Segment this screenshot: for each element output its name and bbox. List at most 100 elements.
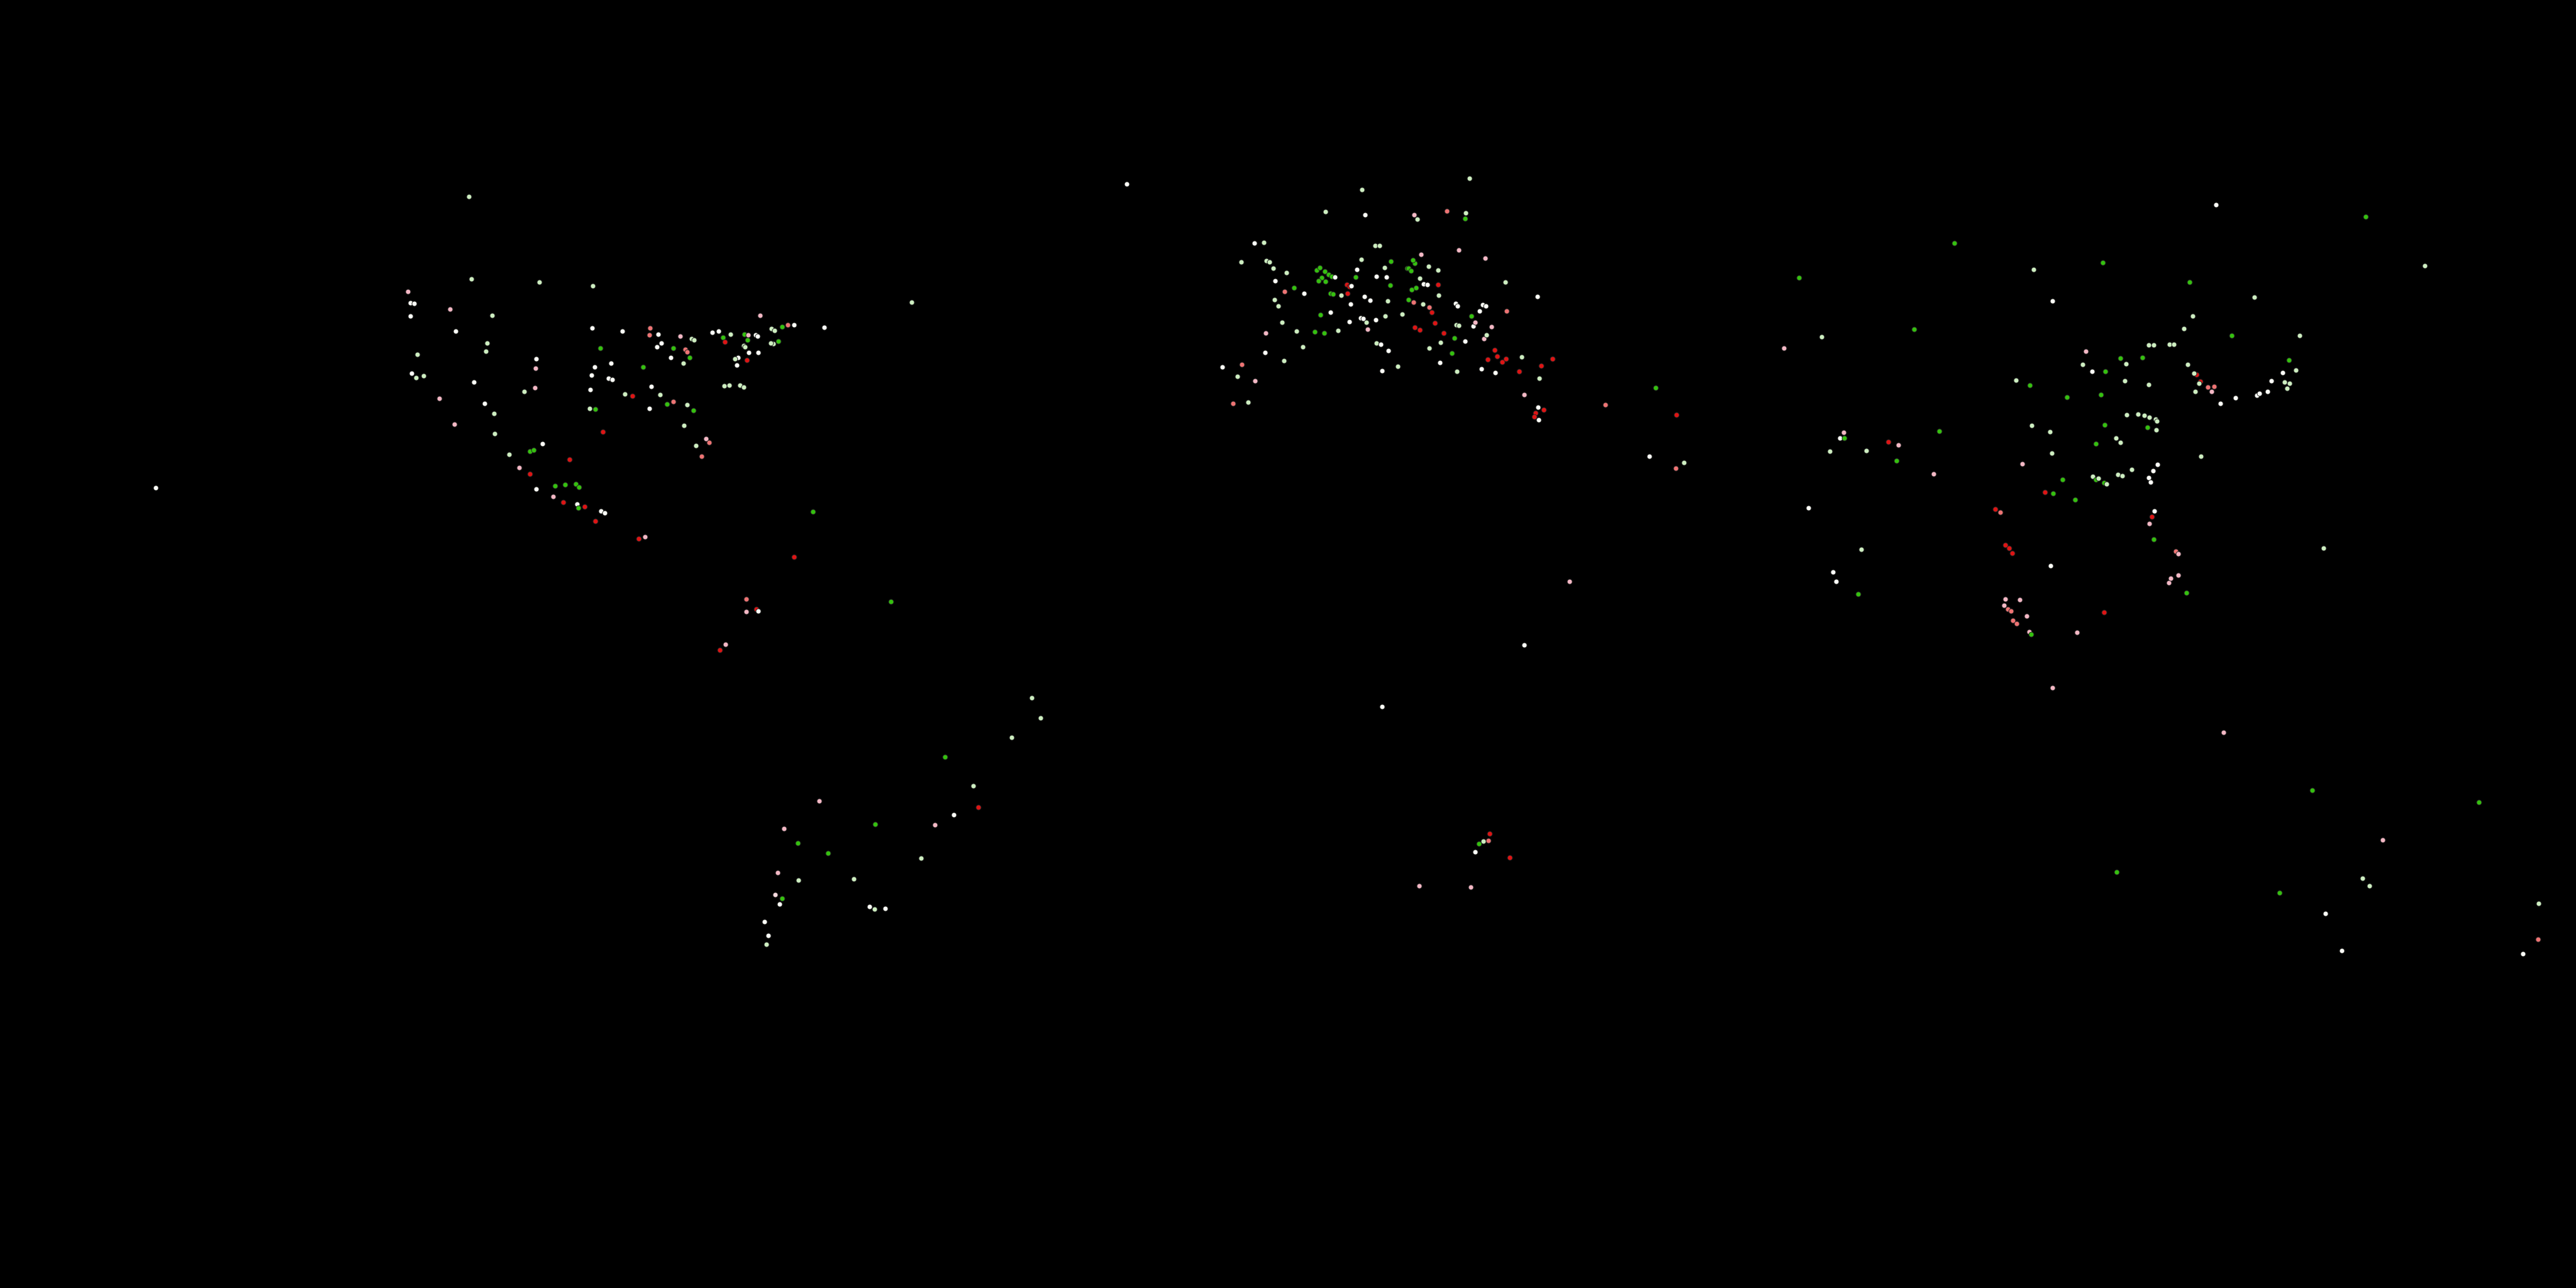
city-status-dot: [1507, 855, 1513, 861]
city-status-dot: [1009, 735, 1015, 741]
city-status-dot: [540, 441, 546, 447]
city-status-dot: [763, 941, 770, 948]
city-status-dot: [2151, 536, 2157, 543]
city-status-dot: [1322, 269, 1328, 275]
city-status-dot: [755, 608, 762, 614]
city-status-dot: [796, 877, 802, 884]
city-status-dot: [2050, 491, 2057, 497]
city-status-dot: [2013, 377, 2019, 384]
city-status-dot: [1029, 695, 1035, 701]
city-status-dot: [1516, 369, 1523, 375]
city-status-dot: [1536, 417, 1542, 423]
city-status-dot: [1124, 181, 1130, 187]
city-status-dot: [1424, 282, 1431, 288]
city-status-dot: [1911, 326, 1918, 333]
city-status-dot: [942, 754, 948, 760]
city-status-dot: [1492, 347, 1498, 353]
city-status-dot: [1316, 278, 1322, 284]
city-status-dot: [600, 429, 606, 435]
city-status-dot: [1323, 279, 1329, 285]
city-status-dot: [1378, 341, 1384, 348]
city-status-dot: [1374, 274, 1380, 280]
city-status-dot: [2251, 294, 2258, 301]
city-status-dot: [1262, 350, 1269, 356]
city-status-dot: [1806, 505, 1812, 511]
city-status-dot: [1321, 330, 1328, 336]
city-status-dot: [405, 289, 411, 295]
city-status-dot: [2010, 618, 2016, 624]
city-status-dot: [1235, 374, 1241, 380]
city-status-dot: [762, 919, 768, 925]
city-status-dot: [1468, 884, 1474, 891]
city-status-dot: [1502, 279, 1509, 286]
city-status-dot: [1284, 270, 1290, 276]
city-status-dot: [765, 933, 772, 939]
city-status-dot: [2123, 361, 2129, 367]
city-status-dot: [1417, 327, 1423, 333]
city-status-dot: [2213, 202, 2219, 208]
city-status-dot: [2257, 391, 2263, 397]
city-status-dot: [2050, 685, 2056, 691]
city-status-dot: [516, 465, 523, 471]
city-status-dot: [2080, 362, 2086, 368]
city-status-dot: [2019, 461, 2026, 467]
city-status-dot: [781, 826, 787, 832]
city-status-dot: [1384, 274, 1390, 280]
city-status-dot: [531, 447, 537, 453]
city-status-dot: [1531, 414, 1538, 420]
city-status-dot: [716, 328, 722, 335]
city-status-dot: [658, 340, 665, 347]
city-status-dot: [2072, 497, 2079, 503]
city-status-dot: [684, 402, 691, 408]
city-status-dot: [1414, 216, 1421, 223]
city-status-dot: [2148, 479, 2154, 486]
city-status-dot: [2145, 425, 2151, 431]
city-status-dot: [1441, 330, 1447, 336]
city-status-dot: [677, 333, 684, 340]
city-status-dot: [608, 360, 614, 367]
city-status-dot: [1567, 579, 1573, 585]
city-status-dot: [1279, 319, 1285, 326]
city-status-dot: [421, 373, 427, 379]
city-status-dot: [2280, 370, 2286, 376]
city-status-dot: [2284, 386, 2290, 392]
city-status-dot: [2198, 453, 2204, 460]
city-status-dot: [2008, 608, 2014, 614]
city-status-dot: [2098, 392, 2104, 398]
city-status-dot: [1358, 257, 1365, 263]
city-status-dot: [647, 406, 653, 412]
city-status-dot: [592, 406, 599, 413]
city-status-dot: [1281, 358, 1287, 364]
city-status-dot: [2074, 630, 2080, 636]
city-status-dot: [2175, 572, 2182, 579]
city-status-dot: [970, 783, 977, 789]
city-status-dot: [1841, 430, 1847, 436]
city-status-dot: [589, 372, 595, 379]
city-status-dot: [2017, 597, 2023, 603]
city-status-dot: [469, 276, 475, 282]
city-status-dot: [619, 328, 626, 335]
city-status-dot: [2149, 514, 2155, 520]
city-status-dot: [1997, 509, 2004, 516]
city-status-dot: [466, 194, 472, 200]
city-status-dot: [640, 364, 647, 370]
city-status-dot: [699, 453, 705, 460]
city-status-dot: [742, 344, 748, 350]
city-status-dot: [408, 313, 414, 319]
city-status-dot: [2233, 395, 2239, 401]
city-status-dot: [655, 331, 662, 338]
city-status-dot: [779, 324, 786, 330]
city-status-dot: [1294, 328, 1300, 335]
city-status-dot: [1462, 216, 1468, 222]
city-status-dot: [1472, 849, 1479, 855]
city-status-dot: [1489, 324, 1495, 330]
city-status-dot: [1674, 412, 1680, 418]
city-status-dot: [1359, 187, 1365, 193]
city-status-dot: [452, 421, 458, 428]
city-status-dot: [1263, 330, 1269, 336]
city-status-dot: [717, 647, 723, 653]
city-status-dot: [1282, 289, 1288, 295]
city-status-dot: [2064, 394, 2070, 401]
city-status-dot: [851, 876, 857, 882]
city-status-dot: [2297, 333, 2303, 339]
